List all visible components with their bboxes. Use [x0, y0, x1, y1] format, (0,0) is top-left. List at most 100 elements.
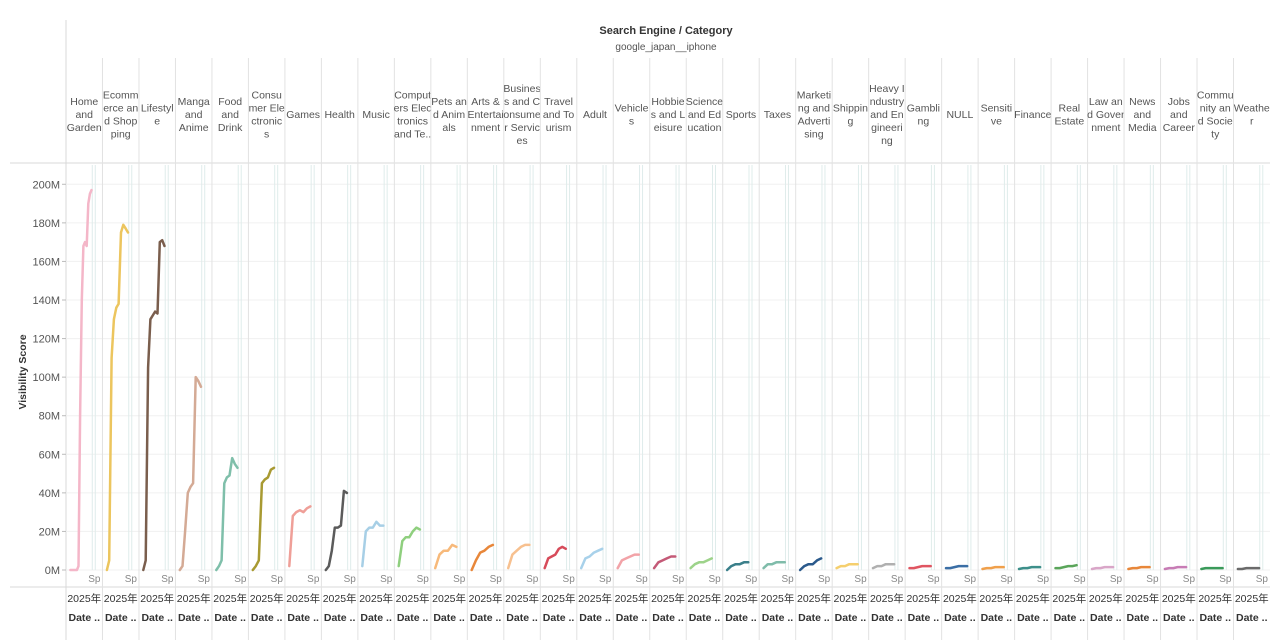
category-label-line: Marketi	[797, 90, 831, 102]
panel-footer-year: 2025年	[67, 592, 101, 605]
panel-marker: Sp	[161, 574, 174, 585]
series-line	[798, 557, 823, 572]
panel-footer-date: Date ..	[798, 612, 830, 624]
category-label-line: Pets an	[431, 96, 467, 108]
category-label-line: and	[75, 109, 93, 121]
category-label-line: Ecomm	[103, 90, 139, 102]
category-label-line: ctronic	[251, 116, 282, 128]
category-label-line: ty	[1211, 129, 1220, 141]
category-label-line: s and C	[504, 96, 541, 108]
category-label-line: urism	[546, 122, 572, 134]
series-line	[944, 564, 969, 570]
category-label-line: Arts &	[471, 96, 500, 108]
category-label-line: d Gover	[1087, 109, 1125, 121]
panel-footer-year: 2025年	[1052, 592, 1086, 605]
panel-footer-year: 2025年	[359, 592, 393, 605]
category-label-line: Shippin	[833, 103, 868, 115]
category-label-line: Garden	[67, 122, 102, 134]
category-label-line: Sensiti	[981, 103, 1013, 115]
category-label-line: Heavy I	[869, 83, 905, 95]
panel-footer-year: 2025年	[1016, 592, 1050, 605]
series-line	[981, 565, 1005, 571]
category-label-line: d Anim	[433, 109, 465, 121]
category-label-line: News	[1129, 96, 1155, 108]
category-label-line: s	[264, 129, 269, 141]
panel-marker: Sp	[818, 574, 831, 585]
category-label: Manga and Anime	[178, 96, 210, 134]
category-label-line: ucation	[688, 122, 722, 134]
category-panel: Gambli ng Sp 2025年 Date ..	[904, 58, 940, 640]
panel-footer-date: Date ..	[981, 612, 1013, 624]
category-panel: Marketi ng and Adverti sing Sp 2025年 Date ..	[795, 58, 831, 640]
category-label: News and Media	[1128, 96, 1157, 134]
category-label-line: Games	[286, 109, 320, 121]
category-panel: Adult Sp 2025年 Date ..	[576, 58, 612, 640]
category-panel: Arts & Entertai nment Sp 2025年 Date ..	[466, 58, 504, 640]
category-panel: Music Sp 2025年 Date ..	[357, 58, 393, 640]
category-label: Home and Garden	[67, 96, 102, 134]
panel-footer-date: Date ..	[1090, 612, 1122, 624]
category-label: Jobs and Career	[1163, 96, 1196, 134]
category-panel: Home and Garden Sp 2025年 Date ..	[67, 96, 102, 624]
category-panel: Law an d Gover nment Sp 2025年 Date ..	[1087, 58, 1125, 640]
category-label: Travel and To urism	[543, 96, 574, 134]
panel-marker: Sp	[636, 574, 649, 585]
category-label-line: and To	[543, 109, 574, 121]
category-panel: Sports Sp 2025年 Date ..	[722, 58, 758, 640]
panel-footer-year: 2025年	[724, 592, 758, 605]
panel-marker: Sp	[854, 574, 867, 585]
panel-footer-date: Date ..	[1017, 612, 1049, 624]
category-label: Taxes	[764, 109, 791, 121]
category-panel: Real Estate Sp 2025年 Date ..	[1050, 58, 1086, 640]
category-label-line: Food	[218, 96, 242, 108]
category-label-line: ping	[111, 129, 131, 141]
panel-footer-date: Date ..	[725, 612, 757, 624]
series-line	[288, 505, 312, 568]
panel-marker: Sp	[453, 574, 466, 585]
panel-footer-year: 2025年	[250, 592, 284, 605]
category-panel: Finance Sp 2025年 Date ..	[1014, 58, 1052, 640]
category-label: Gambli ng	[907, 103, 940, 128]
series-line	[324, 489, 349, 572]
category-label-line: and En	[870, 109, 903, 121]
panel-marker: Sp	[1110, 574, 1123, 585]
category-label-line: NULL	[946, 109, 973, 121]
series-line	[1127, 565, 1151, 571]
panel-marker: Sp	[1219, 574, 1232, 585]
category-label-line: Entertai	[467, 109, 503, 121]
panel-marker: Sp	[708, 574, 721, 585]
panel-marker: Sp	[88, 574, 101, 585]
category-label-line: Drink	[218, 122, 243, 134]
panel-footer-year: 2025年	[1125, 592, 1159, 605]
category-label-line: Manga	[178, 96, 210, 108]
panel-footer-year: 2025年	[1198, 592, 1232, 605]
category-label: Comput ers Elec tronics and Te..	[394, 90, 432, 141]
y-tick-label: 100M	[32, 372, 60, 384]
panel-footer-year: 2025年	[833, 592, 867, 605]
category-label-line: gineeri	[871, 122, 903, 134]
category-label-line: Adverti	[798, 116, 831, 128]
series-line	[1163, 565, 1188, 571]
category-label-line: and	[1134, 109, 1152, 121]
category-panel: Comput ers Elec tronics and Te.. Sp 2025年 Date…	[394, 58, 432, 640]
series-line	[433, 543, 458, 570]
category-label: Shippin g	[833, 103, 868, 128]
category-label-line: Sports	[726, 109, 756, 121]
panel-footer-year: 2025年	[323, 592, 357, 605]
category-label: Arts & Entertai nment	[467, 96, 503, 134]
category-label-line: Taxes	[764, 109, 791, 121]
series-line	[689, 557, 714, 570]
panel-footer-date: Date ..	[287, 612, 319, 624]
category-label-line: eisure	[654, 122, 683, 134]
y-tick-label: 40M	[39, 488, 60, 500]
panel-marker: Sp	[526, 574, 539, 585]
panel-footer-year: 2025年	[906, 592, 940, 605]
category-panel: Lifestyl e Sp 2025年 Date ..	[138, 58, 174, 640]
category-label: Science and Ed ucation	[686, 96, 724, 134]
category-label-line: Weathe	[1234, 103, 1270, 115]
category-label-line: nity an	[1200, 103, 1231, 115]
series-line	[1017, 565, 1042, 571]
panel-footer-date: Date ..	[68, 612, 100, 624]
category-label: Weathe r	[1234, 103, 1270, 128]
